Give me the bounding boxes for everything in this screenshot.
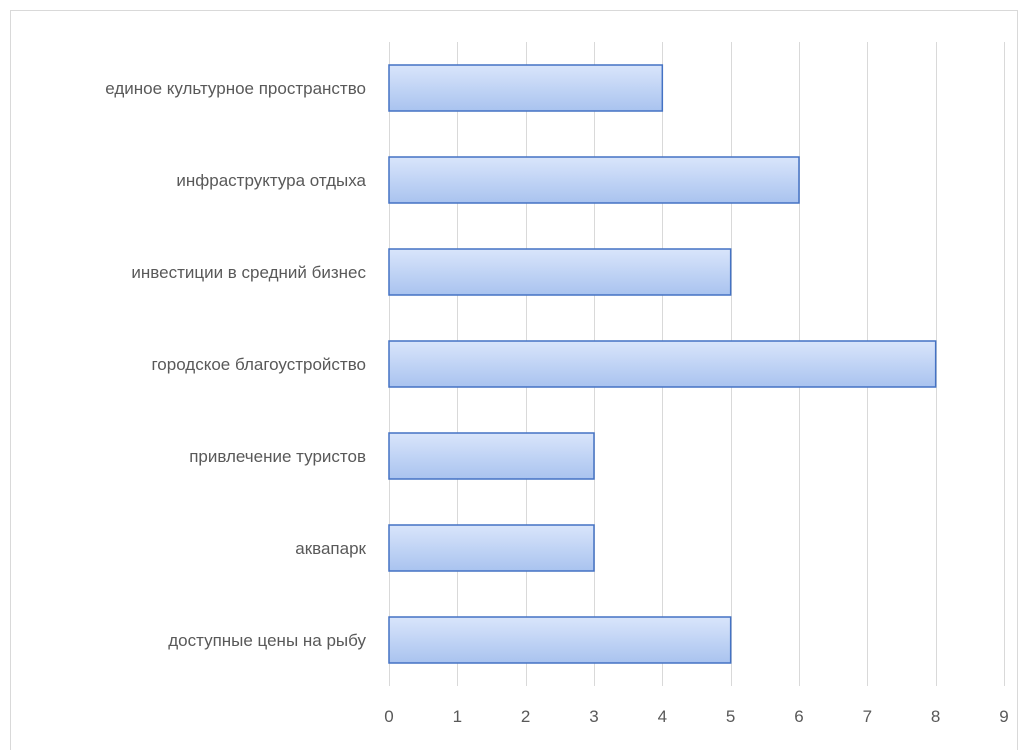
bar — [388, 524, 595, 572]
x-tick-label: 8 — [931, 707, 940, 726]
bar — [388, 156, 800, 204]
bars — [388, 64, 937, 664]
x-tick-label: 4 — [658, 707, 667, 726]
x-tick-label: 9 — [999, 707, 1008, 726]
x-axis-tick-labels: 0 1 2 3 4 5 6 7 8 9 — [384, 707, 1008, 726]
category-label: инвестиции в средний бизнес — [131, 263, 366, 282]
x-tick-label: 2 — [521, 707, 530, 726]
x-tick-label: 1 — [453, 707, 462, 726]
bar — [388, 64, 664, 112]
bar — [388, 340, 937, 388]
bar — [388, 616, 732, 664]
category-label: единое культурное пространство — [105, 79, 366, 98]
x-tick-label: 0 — [384, 707, 393, 726]
category-labels: доступные цены на рыбу аквапарк привлечени… — [105, 79, 366, 650]
category-label: аквапарк — [295, 539, 366, 558]
category-label: доступные цены на рыбу — [168, 631, 366, 650]
x-tick-label: 5 — [726, 707, 735, 726]
x-tick-label: 3 — [589, 707, 598, 726]
category-label: инфраструктура отдыха — [176, 171, 366, 190]
bar — [388, 248, 732, 296]
category-label: городское благоустройство — [151, 355, 366, 374]
category-label: привлечение туристов — [189, 447, 366, 466]
x-tick-label: 6 — [794, 707, 803, 726]
bar — [388, 432, 595, 480]
x-tick-label: 7 — [863, 707, 872, 726]
chart-area — [10, 10, 1018, 750]
